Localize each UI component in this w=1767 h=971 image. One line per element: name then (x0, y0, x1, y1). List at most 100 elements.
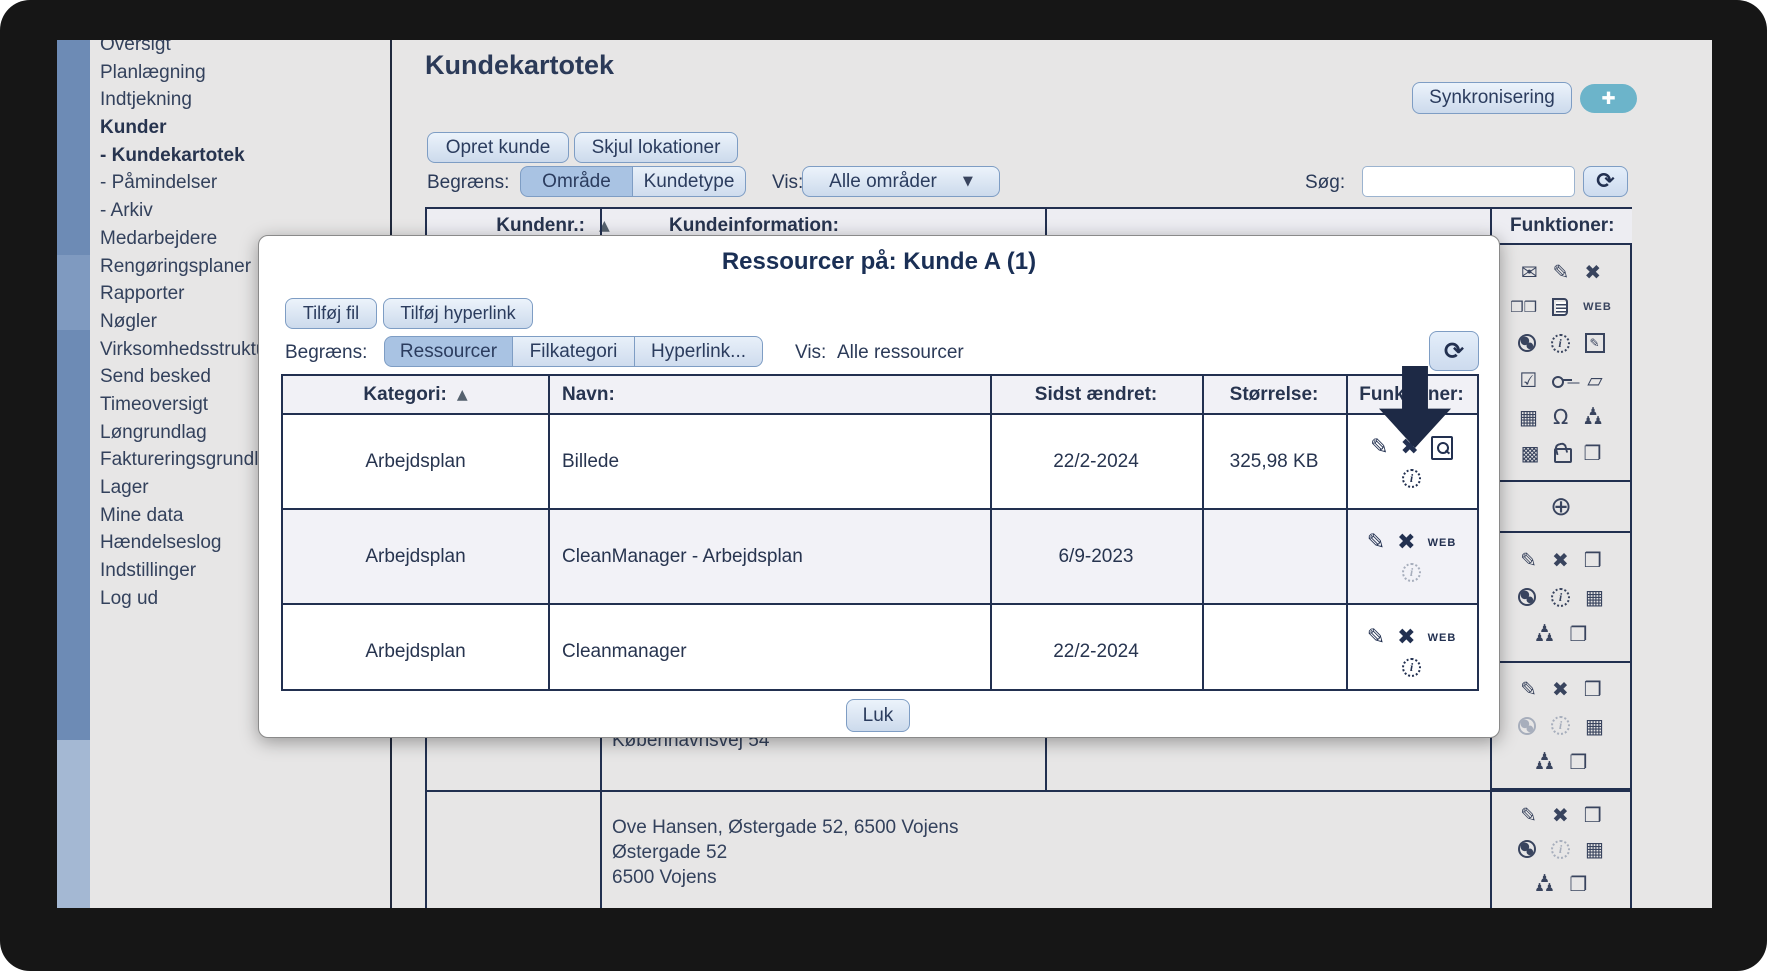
sidebar-item-arkiv[interactable]: - Arkiv (100, 200, 153, 222)
sidebar-item-timeoversigt[interactable]: Timeoversigt (100, 393, 209, 415)
delete-icon[interactable]: ✖ (1552, 548, 1569, 572)
hide-locations-button[interactable]: Skjul lokationer (574, 132, 738, 163)
bell-icon[interactable]: Ω (1552, 404, 1569, 429)
column-kundeinformation[interactable]: Kundeinformation: (669, 215, 839, 236)
archive-box-icon[interactable]: ❒ (1583, 548, 1602, 572)
globe-icon[interactable] (1518, 716, 1537, 735)
sidebar-item-loengrundlag[interactable]: Løngrundlag (100, 421, 207, 443)
sidebar-item-indtjekning[interactable]: Indtjekning (100, 89, 192, 111)
archive-box-icon[interactable]: ❒ (1583, 677, 1602, 702)
info-icon[interactable]: i (1402, 657, 1421, 677)
column-sidst-aendret[interactable]: Sidst ændret: (1034, 383, 1158, 405)
sidebar-item-indstillinger[interactable]: Indstillinger (100, 560, 197, 582)
sidebar-item-rengoeringsplaner[interactable]: Rengøringsplaner (100, 255, 252, 277)
segment-area[interactable]: Område (520, 166, 633, 197)
email-icon[interactable]: ✉ (1520, 259, 1538, 284)
resource-category: Arbejdsplan (365, 640, 466, 662)
team-icon[interactable]: ♟ ♟♟ (1534, 622, 1555, 644)
globe-icon[interactable] (1517, 334, 1536, 353)
edit-icon[interactable]: ✎ (1520, 802, 1538, 827)
sidebar-item-noegler[interactable]: Nøgler (100, 310, 158, 332)
calendar-icon[interactable]: ▦ (1585, 837, 1604, 861)
unlock-icon[interactable] (1554, 443, 1573, 464)
edit-icon[interactable]: ✎ (1520, 548, 1538, 572)
add-button[interactable]: ✚ (1580, 84, 1637, 113)
web-icon[interactable]: WEB (1427, 631, 1457, 644)
column-stoerrelse[interactable]: Størrelse: (1229, 383, 1319, 405)
qr-code-icon[interactable]: ▩ (1520, 441, 1540, 466)
sort-asc-icon[interactable]: ▲ (598, 218, 610, 234)
info-icon[interactable]: i (1551, 587, 1571, 607)
close-button[interactable]: Luk (846, 699, 910, 732)
segment-filecategory[interactable]: Filkategori (513, 336, 635, 367)
delete-icon[interactable]: ✖ (1552, 802, 1569, 827)
add-hyperlink-button[interactable]: Tilføj hyperlink (383, 298, 533, 329)
edit-icon[interactable]: ✎ (1366, 624, 1386, 650)
sidebar-item-haendelseslog[interactable]: Hændelseslog (100, 532, 222, 554)
synchronize-button[interactable]: Synkronisering (1412, 82, 1572, 114)
archive-box-icon[interactable]: ❒ (1583, 802, 1602, 827)
area-dropdown[interactable]: Alle områder ▼ (802, 166, 1000, 197)
calendar-icon[interactable]: ▦ (1585, 585, 1604, 609)
sidebar-item-virksomhedsstruktur[interactable]: Virksomhedsstruktur (100, 338, 273, 360)
documents-icon[interactable]: ❐ (1569, 871, 1588, 896)
logbook-icon[interactable] (1552, 298, 1569, 317)
add-file-button[interactable]: Tilføj fil (285, 298, 377, 329)
sidebar-item-rapporter[interactable]: Rapporter (100, 283, 185, 305)
documents-icon[interactable]: ❐ (1569, 749, 1588, 774)
sidebar-item-planlaegning[interactable]: Planlægning (100, 61, 206, 83)
delete-icon[interactable]: ✖ (1584, 259, 1602, 284)
globe-icon[interactable] (1518, 840, 1537, 858)
column-navn[interactable]: Navn: (562, 383, 615, 405)
delete-icon[interactable]: ✖ (1397, 624, 1416, 650)
sidebar-item-paamindelser[interactable]: - Påmindelser (100, 172, 218, 194)
sidebar-item-faktureringsgrundlag[interactable]: Faktureringsgrundlag (100, 449, 280, 471)
info-icon[interactable]: i (1550, 333, 1570, 353)
info-icon[interactable]: i (1402, 562, 1421, 582)
sidebar-item-mine-data[interactable]: Mine data (100, 504, 184, 526)
sidebar-item-oversigt[interactable]: Oversigt (100, 40, 171, 55)
preview-icon[interactable] (1430, 435, 1453, 460)
sidebar-item-log-ud[interactable]: Log ud (100, 587, 159, 609)
sidebar-item-kundekartotek[interactable]: - Kundekartotek (100, 144, 245, 166)
add-location-icon[interactable]: ⊕ (1550, 491, 1572, 522)
note-icon[interactable]: ✎ (1584, 333, 1605, 354)
column-kundenr[interactable]: Kundenr.: ▲ (496, 215, 610, 236)
web-icon[interactable]: WEB (1427, 536, 1457, 549)
team-icon[interactable]: ♟ ♟♟ (1534, 749, 1555, 772)
refresh-button[interactable]: ⟳ (1583, 166, 1628, 197)
column-kategori[interactable]: Kategori: ▲ (363, 383, 468, 405)
sort-asc-icon[interactable]: ▲ (456, 386, 468, 403)
sidebar-item-medarbejdere[interactable]: Medarbejdere (100, 227, 218, 249)
segment-customertype[interactable]: Kundetype (633, 166, 746, 197)
sidebar-item-lager[interactable]: Lager (100, 477, 149, 498)
sidebar-item-kunder[interactable]: Kunder (100, 117, 167, 139)
delete-icon[interactable]: ✖ (1397, 529, 1416, 555)
team-icon[interactable]: ♟ ♟♟ (1534, 871, 1555, 894)
modules-icon[interactable]: ❒❒ (1510, 297, 1538, 316)
documents-icon[interactable]: ❐ (1583, 441, 1602, 466)
segment-resources[interactable]: Ressourcer (384, 336, 513, 367)
team-icon[interactable]: ♟ ♟♟ (1583, 404, 1603, 427)
calendar-icon[interactable]: ▦ (1519, 404, 1538, 429)
edit-icon[interactable]: ✎ (1370, 434, 1389, 460)
key-icon[interactable] (1552, 375, 1573, 388)
edit-icon[interactable]: ✎ (1366, 529, 1386, 555)
sidebar-item-send-besked[interactable]: Send besked (100, 366, 211, 388)
info-icon[interactable]: i (1551, 716, 1571, 735)
globe-icon[interactable] (1518, 588, 1537, 606)
refresh-button[interactable]: ⟳ (1429, 331, 1479, 371)
checklist-icon[interactable]: ☑ (1519, 367, 1538, 392)
edit-icon[interactable]: ✎ (1520, 677, 1538, 702)
web-icon[interactable]: WEB (1583, 301, 1612, 314)
calendar-icon[interactable]: ▦ (1585, 713, 1604, 738)
board-icon[interactable]: ▱ (1587, 367, 1603, 392)
edit-icon[interactable]: ✎ (1552, 259, 1570, 284)
info-icon[interactable]: i (1551, 839, 1571, 859)
segment-hyperlink[interactable]: Hyperlink... (635, 336, 763, 367)
documents-icon[interactable]: ❐ (1569, 622, 1588, 646)
search-input[interactable] (1362, 166, 1575, 197)
create-customer-button[interactable]: Opret kunde (427, 132, 569, 163)
delete-icon[interactable]: ✖ (1552, 677, 1569, 702)
info-icon[interactable]: i (1402, 468, 1421, 488)
